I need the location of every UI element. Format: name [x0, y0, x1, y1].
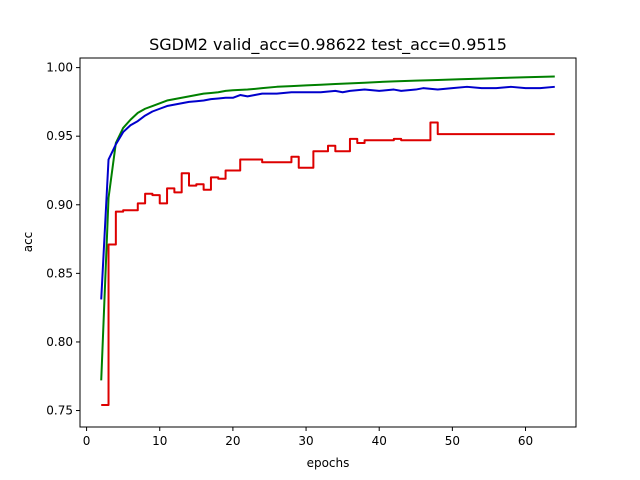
series-line-2 — [100, 85, 555, 300]
x-tick-label: 60 — [518, 434, 533, 448]
y-tick-label: 0.85 — [46, 266, 73, 280]
series-line-1 — [100, 75, 555, 381]
x-tick-label: 50 — [445, 434, 460, 448]
x-tick-label: 30 — [298, 434, 313, 448]
y-tick-label: 0.95 — [46, 129, 73, 143]
y-tick-label: 0.75 — [46, 404, 73, 418]
chart-title: SGDM2 valid_acc=0.98622 test_acc=0.9515 — [149, 35, 507, 55]
x-tick-label: 40 — [372, 434, 387, 448]
y-axis-label: acc — [21, 232, 35, 253]
x-tick-label: 10 — [152, 434, 167, 448]
y-tick-label: 0.80 — [46, 335, 73, 349]
x-tick-label: 0 — [83, 434, 91, 448]
y-tick-label: 0.90 — [46, 198, 73, 212]
series-line-3 — [101, 121, 555, 407]
y-axis: 0.75 0.80 0.85 0.90 0.95 1.00 — [46, 61, 80, 418]
plot-area-frame — [79, 57, 577, 428]
series-layer — [100, 75, 555, 407]
x-tick-label: 20 — [225, 434, 240, 448]
y-tick-label: 1.00 — [46, 61, 73, 75]
x-axis: 0 10 20 30 40 50 60 — [83, 427, 533, 448]
x-axis-label: epochs — [307, 456, 350, 470]
